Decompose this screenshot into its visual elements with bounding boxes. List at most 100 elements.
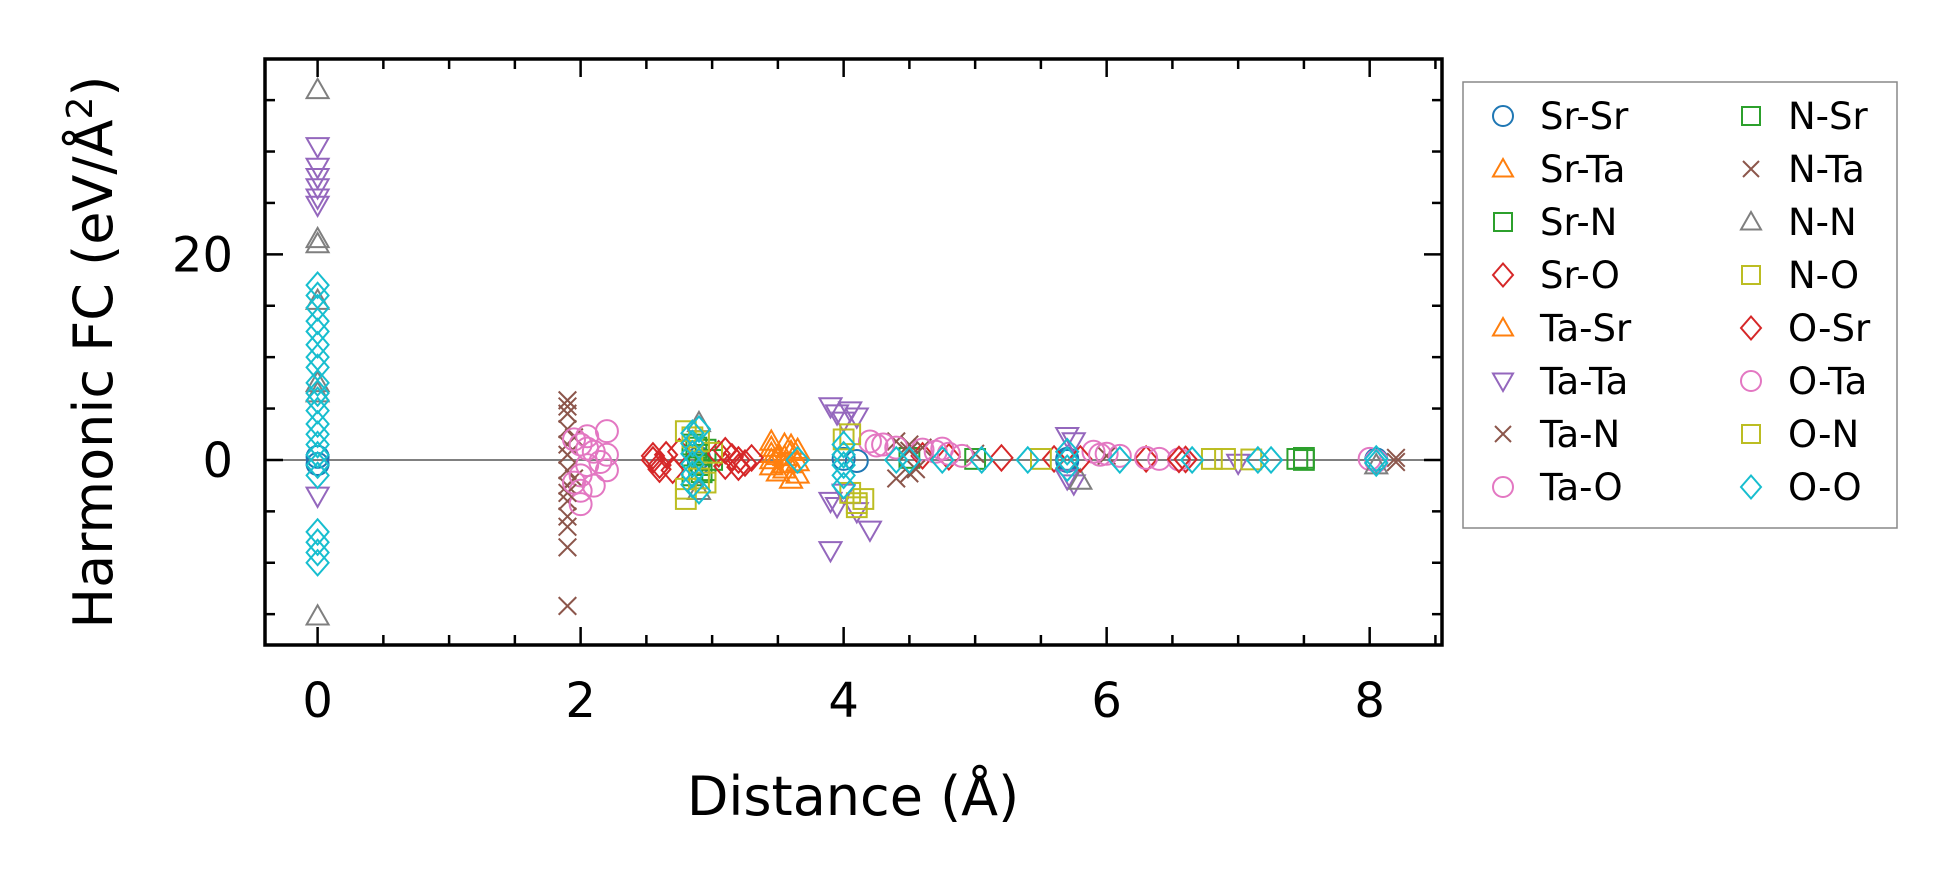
x-tick-label: 0: [302, 673, 333, 729]
legend-entry: Sr-Sr: [1492, 95, 1629, 138]
data-point: [680, 439, 705, 468]
legend-marker: [1491, 372, 1515, 394]
y-axis-label-superscript: 2: [60, 97, 101, 120]
data-point: [557, 404, 577, 424]
data-point: [305, 368, 330, 398]
legend-entry: O-N: [1741, 413, 1859, 456]
legend-marker: [1494, 425, 1512, 443]
legend-entry: Sr-Ta: [1491, 148, 1625, 191]
data-point: [305, 330, 330, 359]
data-point: [686, 476, 712, 505]
data-point: [304, 369, 331, 393]
legend-entry: Ta-Sr: [1491, 307, 1632, 350]
legend-marker: [1741, 424, 1761, 444]
x-axis-label: Distance (Å): [687, 764, 1019, 828]
data-point: [304, 225, 331, 249]
data-point: [1015, 445, 1041, 475]
legend-label: Sr-Ta: [1540, 148, 1625, 191]
data-point: [1107, 443, 1132, 468]
legend-label: Sr-Sr: [1540, 95, 1629, 138]
data-point: [305, 440, 330, 469]
legend-marker: [1492, 476, 1514, 498]
plot-frame: [263, 57, 1444, 647]
legend-entry: O-O: [1739, 466, 1862, 509]
series-sr-o: [640, 437, 1198, 485]
data-point: [680, 419, 705, 448]
data-point: [739, 443, 764, 473]
data-point: [1029, 448, 1052, 470]
data-point: [647, 455, 672, 484]
data-point: [686, 414, 712, 444]
legend-entry: O-Sr: [1739, 307, 1871, 350]
data-point: [1179, 445, 1205, 475]
data-point: [305, 396, 330, 425]
data-point: [680, 449, 705, 479]
data-point: [557, 483, 577, 503]
data-point: [557, 419, 577, 439]
data-point: [1225, 453, 1251, 477]
data-point: [837, 401, 863, 424]
data-point: [1173, 445, 1198, 474]
legend-label: Sr-O: [1540, 254, 1620, 297]
legend-label: Ta-Ta: [1539, 360, 1628, 403]
data-point: [845, 496, 868, 519]
data-point: [857, 520, 883, 543]
data-point: [831, 450, 856, 480]
data-point: [1363, 444, 1389, 474]
data-point: [1061, 474, 1087, 497]
data-point: [557, 460, 577, 480]
data-point: [594, 458, 619, 483]
data-point: [557, 517, 577, 537]
series-o-ta: [562, 433, 1113, 498]
legend-label: N-Ta: [1788, 148, 1865, 191]
data-point: [831, 446, 856, 471]
data-point: [726, 452, 751, 482]
series-o-sr: [640, 436, 1192, 484]
data-point: [304, 76, 331, 100]
y-tick-label: 20: [172, 227, 233, 283]
series-n-ta: [557, 404, 926, 503]
data-point: [817, 491, 844, 515]
data-point: [568, 492, 593, 517]
legend-marker: [1491, 156, 1515, 178]
data-point: [778, 466, 804, 489]
data-point: [304, 137, 331, 160]
data-point: [732, 448, 758, 478]
data-point: [640, 441, 666, 471]
data-point: [647, 450, 672, 480]
data-point: [1258, 445, 1284, 475]
data-point: [771, 456, 798, 479]
legend-label: O-N: [1788, 413, 1859, 456]
data-point: [1386, 452, 1406, 472]
data-point: [784, 461, 811, 484]
legend-label: O-Ta: [1788, 360, 1867, 403]
data-point: [305, 430, 330, 459]
data-point: [906, 459, 926, 479]
data-point: [831, 440, 856, 469]
legend-marker: [1739, 473, 1763, 501]
data-point: [304, 195, 331, 219]
x-tick-label: 8: [1354, 673, 1385, 729]
legend-label: Sr-N: [1540, 201, 1617, 244]
legend-label: N-Sr: [1788, 95, 1869, 138]
legend-entry: N-Sr: [1741, 95, 1869, 138]
data-point: [305, 378, 330, 408]
data-point: [557, 537, 577, 557]
legend-marker: [1739, 314, 1763, 342]
data-point: [305, 461, 330, 490]
data-point: [1061, 432, 1087, 455]
data-point: [830, 411, 857, 434]
data-point: [852, 488, 875, 510]
legend-marker: [1742, 160, 1760, 178]
data-point: [1054, 437, 1080, 466]
data-point: [557, 396, 577, 416]
legend-box: [1462, 81, 1898, 529]
legend-marker: [1492, 105, 1514, 127]
data-point: [936, 442, 962, 472]
data-point: [719, 442, 745, 472]
data-point: [1363, 448, 1389, 478]
data-point: [305, 306, 330, 336]
x-tick-label: 6: [1091, 673, 1122, 729]
series-o-n: [681, 426, 1236, 510]
y-axis-label-close: ): [62, 76, 125, 97]
